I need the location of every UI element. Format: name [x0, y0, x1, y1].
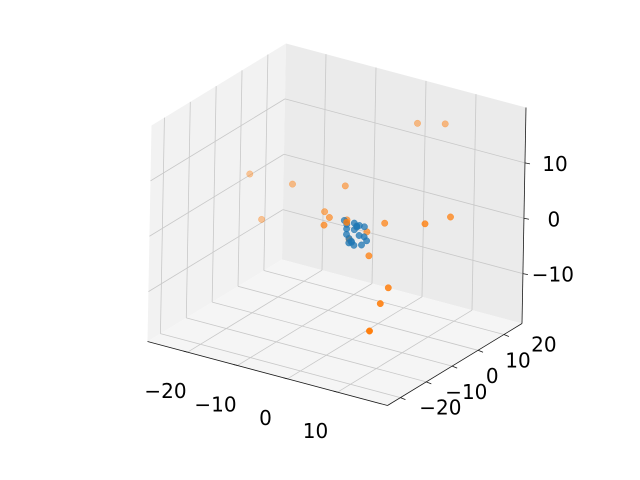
grid-lines: [148, 54, 526, 399]
data-point-series-2: [376, 300, 384, 308]
data-point-series-1: [343, 230, 350, 238]
data-point-series-2: [414, 119, 421, 127]
data-point-series-1: [353, 222, 361, 230]
grid-line-x: [287, 296, 423, 380]
grid-line-x: [421, 80, 427, 297]
grid-line-y: [186, 317, 427, 383]
data-point-series-2: [343, 218, 351, 226]
y-tick-label: 10: [505, 348, 530, 372]
axis-panes: [147, 43, 526, 406]
x-tick-label: −10: [194, 393, 236, 417]
y-tick-label: 20: [531, 333, 556, 357]
data-point-series-2: [421, 220, 429, 228]
y-tick-label: −10: [445, 380, 487, 404]
pane-back: [282, 43, 526, 324]
z-tick: [524, 162, 531, 165]
grid-line-y: [237, 285, 479, 351]
y-tick-label: −20: [419, 396, 461, 420]
z-tick-label: −10: [532, 263, 574, 287]
y-tick-label: 0: [486, 364, 499, 388]
data-point-series-2: [341, 182, 349, 190]
grid-line-y: [160, 117, 165, 334]
y-tick: [452, 365, 458, 369]
grid-line-z: [150, 98, 286, 182]
data-point-series-1: [360, 223, 368, 231]
grid-line-y: [263, 270, 504, 335]
z-tick-label: 10: [542, 152, 567, 176]
data-point-series-2: [381, 219, 389, 227]
y-tick: [400, 397, 406, 400]
grid-line-z: [149, 153, 285, 237]
grid-line-y: [160, 333, 401, 399]
z-tick: [523, 217, 530, 220]
data-points: [246, 119, 454, 335]
x-tick-label: −20: [144, 379, 186, 403]
x-tick: [233, 364, 238, 366]
grid-line-y: [212, 301, 453, 367]
data-point-series-2: [246, 170, 254, 178]
grid-line-y: [185, 101, 191, 318]
pane-floor: [147, 259, 522, 406]
grid-line-y: [237, 70, 243, 287]
data-point-series-2: [384, 284, 392, 292]
grid-line-z: [282, 209, 524, 275]
data-point-series-2: [289, 180, 296, 188]
tick-marks: [183, 162, 531, 400]
z-axis-line: [521, 107, 527, 324]
x-tick: [283, 377, 288, 380]
data-point-series-2: [365, 252, 373, 260]
grid-line-x: [187, 269, 323, 353]
grid-line-x: [337, 309, 473, 393]
grid-line-x: [471, 94, 477, 311]
x-tick: [333, 390, 338, 393]
z-tick: [522, 273, 529, 276]
data-point-series-1: [360, 233, 368, 241]
grid-line-y: [211, 86, 217, 303]
data-point-series-2: [441, 120, 449, 128]
x-tick: [183, 350, 188, 353]
data-point-series-2: [325, 214, 333, 221]
grid-line-z: [283, 153, 525, 219]
y-tick: [477, 349, 484, 353]
data-point-series-2: [258, 215, 266, 223]
data-point-series-1: [358, 241, 365, 249]
data-point-series-1: [345, 239, 353, 247]
z-tick-label: 0: [548, 207, 561, 231]
grid-line-z: [148, 209, 284, 292]
x-tick-label: 0: [259, 406, 272, 430]
data-point-series-2: [321, 208, 329, 216]
grid-line-x: [371, 67, 377, 284]
grid-line-x: [321, 54, 327, 271]
data-point-series-2: [320, 221, 328, 229]
y-tick: [503, 334, 510, 337]
grid-line-z: [284, 98, 526, 164]
data-point-series-2: [366, 327, 373, 335]
y-axis-line: [387, 323, 523, 406]
grid-line-x: [237, 283, 373, 366]
x-tick-label: 10: [303, 419, 328, 443]
pane-left: [147, 43, 286, 342]
y-tick: [426, 381, 432, 385]
data-point-series-2: [447, 213, 454, 221]
grid-line-y: [263, 54, 269, 271]
